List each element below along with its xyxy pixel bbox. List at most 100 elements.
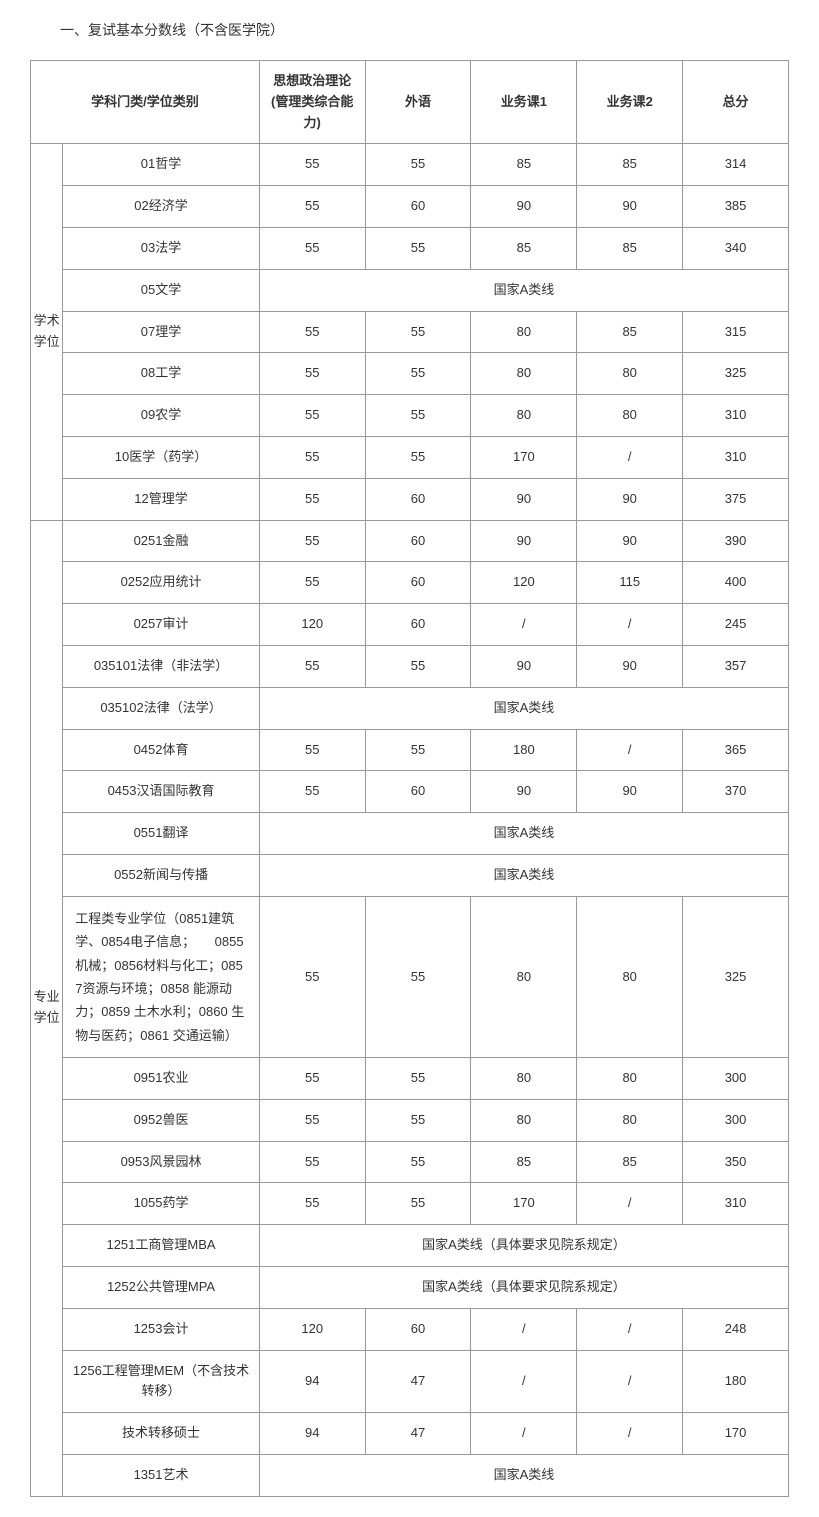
score-cell: 340 [683,227,789,269]
subject-cell: 0452体育 [63,729,260,771]
subject-cell: 0953风景园林 [63,1141,260,1183]
score-table: 学科门类/学位类别 思想政治理论(管理类综合能力) 外语 业务课1 业务课2 总… [30,60,789,1497]
subject-cell: 02经济学 [63,186,260,228]
subject-cell: 1251工商管理MBA [63,1225,260,1267]
score-cell: 60 [365,604,471,646]
score-cell: 90 [471,520,577,562]
table-row: 0952兽医55558080300 [31,1099,789,1141]
subject-cell: 07理学 [63,311,260,353]
score-cell: 55 [259,1141,365,1183]
score-cell: 90 [471,771,577,813]
subject-cell: 0552新闻与传播 [63,854,260,896]
table-row: 02经济学55609090385 [31,186,789,228]
score-cell: 55 [259,1099,365,1141]
score-cell: 90 [471,645,577,687]
score-cell: / [577,436,683,478]
table-row: 1251工商管理MBA国家A类线（具体要求见院系规定） [31,1225,789,1267]
score-cell: 90 [577,186,683,228]
table-row: 07理学55558085315 [31,311,789,353]
score-cell: 80 [471,1058,577,1100]
score-cell: 94 [259,1350,365,1413]
subject-cell: 1252公共管理MPA [63,1267,260,1309]
score-cell: / [577,604,683,646]
th-foreign: 外语 [365,61,471,144]
score-cell: 315 [683,311,789,353]
score-cell: 300 [683,1058,789,1100]
score-cell: 55 [365,311,471,353]
score-cell: 350 [683,1141,789,1183]
score-cell: 60 [365,1308,471,1350]
score-cell: 385 [683,186,789,228]
table-row: 技术转移硕士9447//170 [31,1413,789,1455]
score-cell: / [577,1350,683,1413]
table-header-row: 学科门类/学位类别 思想政治理论(管理类综合能力) 外语 业务课1 业务课2 总… [31,61,789,144]
score-cell: 55 [259,395,365,437]
score-cell: / [471,1350,577,1413]
score-cell: 60 [365,562,471,604]
score-cell: 80 [471,395,577,437]
subject-cell: 09农学 [63,395,260,437]
score-cell: 55 [259,1183,365,1225]
score-cell: 55 [259,729,365,771]
subject-cell: 工程类专业学位（0851建筑学、0854电子信息； 0855机械；0856材料与… [63,896,260,1057]
score-cell: 310 [683,1183,789,1225]
score-cell: 55 [365,436,471,478]
score-cell: / [577,1183,683,1225]
score-cell: 245 [683,604,789,646]
score-cell: 357 [683,645,789,687]
group-label: 专业学位 [31,520,63,1496]
score-cell: 55 [365,1099,471,1141]
score-cell: 55 [259,311,365,353]
merged-cell: 国家A类线（具体要求见院系规定） [259,1267,788,1309]
score-cell: 47 [365,1350,471,1413]
score-cell: 85 [577,311,683,353]
merged-cell: 国家A类线（具体要求见院系规定） [259,1225,788,1267]
score-cell: 55 [259,771,365,813]
score-cell: 47 [365,1413,471,1455]
score-cell: 80 [577,395,683,437]
subject-cell: 12管理学 [63,478,260,520]
table-row: 0551翻译国家A类线 [31,813,789,855]
score-cell: 314 [683,144,789,186]
score-cell: 180 [471,729,577,771]
score-cell: 300 [683,1099,789,1141]
subject-cell: 1055药学 [63,1183,260,1225]
score-cell: 85 [577,144,683,186]
score-cell: 55 [259,645,365,687]
score-cell: 80 [577,1099,683,1141]
score-cell: 310 [683,436,789,478]
subject-cell: 0453汉语国际教育 [63,771,260,813]
subject-cell: 1253会计 [63,1308,260,1350]
score-cell: 370 [683,771,789,813]
subject-cell: 0952兽医 [63,1099,260,1141]
score-cell: / [577,729,683,771]
score-cell: 325 [683,896,789,1057]
table-row: 035101法律（非法学）55559090357 [31,645,789,687]
table-row: 工程类专业学位（0851建筑学、0854电子信息； 0855机械；0856材料与… [31,896,789,1057]
score-cell: 60 [365,478,471,520]
subject-cell: 1351艺术 [63,1455,260,1497]
score-cell: 55 [365,144,471,186]
score-cell: 365 [683,729,789,771]
table-row: 09农学55558080310 [31,395,789,437]
score-cell: 80 [577,1058,683,1100]
score-cell: 85 [471,1141,577,1183]
score-cell: 80 [471,1099,577,1141]
score-cell: 55 [259,186,365,228]
score-cell: 325 [683,353,789,395]
merged-cell: 国家A类线 [259,1455,788,1497]
table-row: 专业学位0251金融55609090390 [31,520,789,562]
score-cell: 55 [365,645,471,687]
score-cell: 55 [365,1183,471,1225]
table-row: 1252公共管理MPA国家A类线（具体要求见院系规定） [31,1267,789,1309]
subject-cell: 0252应用统计 [63,562,260,604]
score-cell: 80 [577,896,683,1057]
score-cell: 90 [577,520,683,562]
subject-cell: 技术转移硕士 [63,1413,260,1455]
merged-cell: 国家A类线 [259,269,788,311]
score-cell: 55 [365,1058,471,1100]
merged-cell: 国家A类线 [259,687,788,729]
score-cell: 55 [259,1058,365,1100]
subject-cell: 035102法律（法学） [63,687,260,729]
th-total: 总分 [683,61,789,144]
